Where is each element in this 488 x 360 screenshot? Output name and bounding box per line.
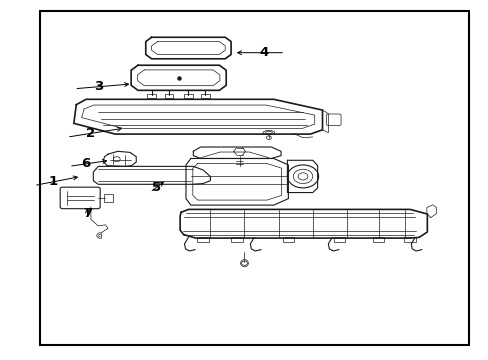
Text: 2: 2 [86,127,95,140]
Bar [282,237,294,242]
Text: 4: 4 [259,46,268,59]
Bar [404,237,415,242]
Bar [40,12,468,345]
Text: 7: 7 [83,207,92,220]
Bar [372,237,384,242]
Bar [231,237,243,242]
Bar [183,94,192,98]
Bar [164,94,173,98]
Bar [201,94,209,98]
Text: 1: 1 [49,175,58,188]
Text: 3: 3 [93,80,102,93]
Bar [147,94,156,98]
Bar [197,237,208,242]
Bar [333,237,345,242]
Text: 5: 5 [152,181,161,194]
Bar [104,194,113,202]
Text: 6: 6 [81,157,90,170]
